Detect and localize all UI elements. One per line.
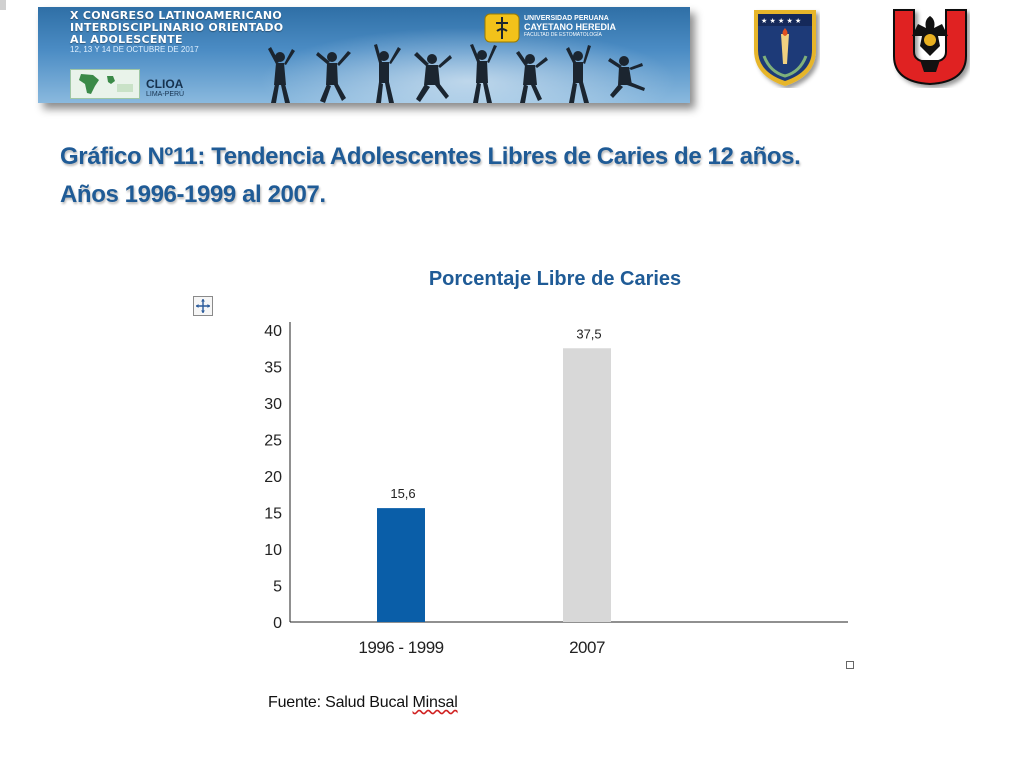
upch-crest-icon: [484, 13, 520, 43]
source-minsal: Minsal: [412, 694, 458, 711]
slide-heading: Gráfico Nº11: Tendencia Adolescentes Lib…: [60, 138, 980, 214]
svg-text:★ ★ ★ ★ ★: ★ ★ ★ ★ ★: [761, 17, 801, 25]
university-line-3: FACULTAD DE ESTOMATOLOGÍA: [524, 32, 602, 38]
bar-2: [563, 348, 611, 622]
banner-line-1: X CONGRESO LATINOAMERICANO: [70, 9, 283, 22]
move-handle-icon[interactable]: [193, 296, 213, 316]
y-tick-label: 5: [273, 579, 282, 596]
latin-america-map-logo: [70, 69, 140, 99]
y-tick-label: 40: [264, 323, 282, 340]
banner-line-3: AL ADOLESCENTE: [70, 33, 183, 46]
clioa-place: LIMA-PERÚ: [146, 91, 185, 98]
jumping-people-illustration: [268, 44, 645, 103]
banner-dates: 12, 13 Y 14 DE OCTUBRE DE 2017: [70, 45, 199, 54]
x-tick-label: 2007: [569, 638, 605, 657]
y-tick-label: 20: [264, 469, 282, 486]
university-shield-logo: ★ ★ ★ ★ ★: [754, 10, 816, 86]
x-tick-label: 1996 - 1999: [358, 638, 443, 657]
y-tick-label: 35: [264, 360, 282, 377]
y-tick-label: 25: [264, 433, 282, 450]
bar-1: [377, 508, 425, 622]
y-tick-label: 30: [264, 396, 282, 413]
university-name: UNIVERSIDAD PERUANA CAYETANO HEREDIA FAC…: [524, 15, 616, 39]
data-label: 37,5: [576, 326, 601, 341]
y-tick-label: 10: [264, 542, 282, 559]
heading-line-2: Años 1996-1999 al 2007.: [60, 181, 326, 208]
university-line-2: CAYETANO HEREDIA: [524, 22, 617, 32]
y-tick-label: 0: [273, 615, 282, 632]
corner-mark: [0, 0, 6, 10]
source-note: Fuente: Salud Bucal Minsal: [268, 694, 458, 712]
eagle-shield-logo: [893, 9, 967, 86]
heading-line-1: Gráfico Nº11: Tendencia Adolescentes Lib…: [60, 143, 801, 170]
resize-handle[interactable]: [846, 661, 854, 669]
data-label: 15,6: [390, 486, 415, 501]
chart-title: Porcentaje Libre de Caries: [428, 268, 682, 290]
university-line-1: UNIVERSIDAD PERUANA: [524, 15, 609, 22]
banner-line-2: INTERDISCIPLINARIO ORIENTADO: [70, 21, 284, 34]
y-tick-label: 15: [264, 506, 282, 523]
source-prefix: Fuente: Salud Bucal: [268, 694, 413, 711]
clioa-label: CLIOA: [146, 77, 184, 91]
congress-banner: X CONGRESO LATINOAMERICANO INTERDISCIPLI…: [38, 7, 690, 103]
